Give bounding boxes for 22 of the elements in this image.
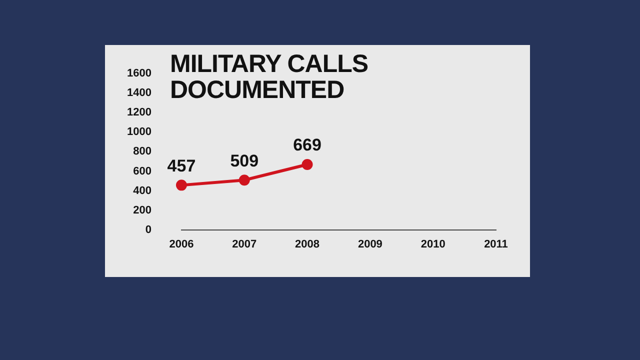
y-tick-label: 1200 <box>126 106 152 119</box>
point <box>302 158 313 170</box>
x-tick-label: 2010 <box>420 238 446 250</box>
y-tick-label: 200 <box>133 204 152 216</box>
point <box>176 180 187 191</box>
data-label: 509 <box>230 151 259 170</box>
data-label: 457 <box>167 156 196 176</box>
chart-title: MILITARY CALLS DOCUMENTED <box>170 50 370 104</box>
y-tick-label: 1400 <box>126 87 152 100</box>
point <box>238 174 250 186</box>
x-tick-label: 2009 <box>358 238 382 250</box>
y-tick-label: 400 <box>133 184 152 197</box>
x-tick-label: 2006 <box>169 238 194 250</box>
y-tick-label: 0 <box>145 224 152 236</box>
x-tick-label: 2011 <box>484 238 508 250</box>
y-tick-label: 1000 <box>126 126 152 138</box>
y-tick-label: 600 <box>133 165 152 178</box>
data-label: 669 <box>293 136 322 155</box>
x-tick-label: 2008 <box>295 238 320 250</box>
x-tick-label: 2007 <box>232 238 257 250</box>
y-tick-label: 1600 <box>126 68 152 80</box>
y-tick-label: 800 <box>133 146 152 158</box>
